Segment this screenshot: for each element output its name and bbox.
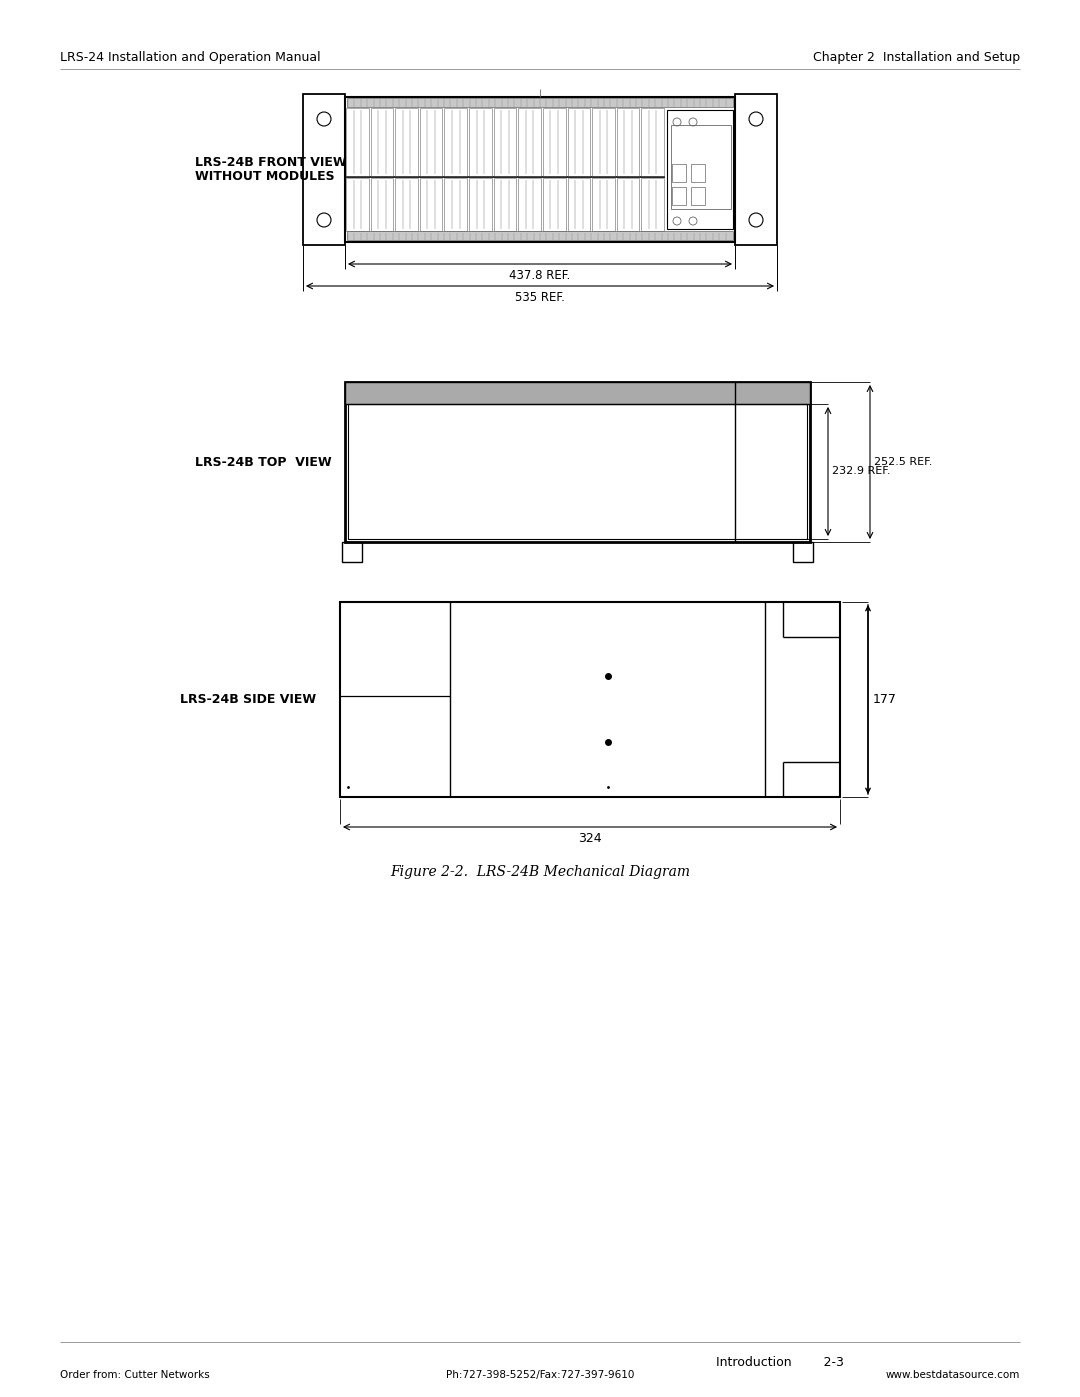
- Bar: [345, 96, 735, 242]
- Text: 437.8 REF.: 437.8 REF.: [510, 270, 570, 282]
- Bar: [346, 108, 368, 176]
- Text: Order from: Cutter Networks: Order from: Cutter Networks: [60, 1370, 210, 1380]
- Bar: [348, 404, 807, 539]
- Text: Ph:727-398-5252/Fax:727-397-9610: Ph:727-398-5252/Fax:727-397-9610: [446, 1370, 634, 1380]
- Bar: [617, 108, 639, 176]
- Bar: [672, 163, 686, 182]
- Text: Introduction        2-3: Introduction 2-3: [716, 1356, 843, 1369]
- Bar: [617, 177, 639, 231]
- Bar: [543, 177, 566, 231]
- Bar: [592, 108, 615, 176]
- Bar: [469, 177, 491, 231]
- Text: 177: 177: [873, 693, 896, 705]
- Bar: [370, 108, 393, 176]
- Text: 535 REF.: 535 REF.: [515, 291, 565, 305]
- Bar: [592, 177, 615, 231]
- Bar: [347, 98, 733, 108]
- Bar: [340, 602, 840, 798]
- Bar: [691, 187, 705, 205]
- Bar: [518, 177, 541, 231]
- Bar: [672, 187, 686, 205]
- Bar: [567, 108, 590, 176]
- Bar: [303, 94, 345, 244]
- Text: 232.9 REF.: 232.9 REF.: [832, 467, 891, 476]
- Bar: [420, 108, 443, 176]
- Bar: [345, 381, 810, 404]
- Bar: [347, 231, 733, 240]
- Bar: [395, 108, 418, 176]
- Bar: [469, 108, 491, 176]
- Bar: [642, 108, 664, 176]
- Bar: [346, 177, 368, 231]
- Text: Figure 2-2.  LRS-24B Mechanical Diagram: Figure 2-2. LRS-24B Mechanical Diagram: [390, 865, 690, 879]
- Text: LRS-24B TOP  VIEW: LRS-24B TOP VIEW: [195, 455, 332, 468]
- Bar: [567, 177, 590, 231]
- Text: LRS-24 Installation and Operation Manual: LRS-24 Installation and Operation Manual: [60, 50, 321, 63]
- Bar: [395, 177, 418, 231]
- Bar: [370, 177, 393, 231]
- Bar: [445, 108, 467, 176]
- Bar: [671, 124, 731, 210]
- Text: LRS-24B FRONT VIEW
WITHOUT MODULES: LRS-24B FRONT VIEW WITHOUT MODULES: [195, 155, 347, 183]
- Bar: [445, 177, 467, 231]
- Text: 252.5 REF.: 252.5 REF.: [874, 457, 932, 467]
- Bar: [642, 177, 664, 231]
- Bar: [691, 163, 705, 182]
- Bar: [518, 108, 541, 176]
- Bar: [494, 108, 516, 176]
- Bar: [667, 110, 733, 229]
- Bar: [345, 381, 810, 542]
- Text: Chapter 2  Installation and Setup: Chapter 2 Installation and Setup: [813, 50, 1020, 63]
- Bar: [494, 177, 516, 231]
- Text: www.bestdatasource.com: www.bestdatasource.com: [886, 1370, 1020, 1380]
- Text: LRS-24B SIDE VIEW: LRS-24B SIDE VIEW: [180, 693, 316, 705]
- Bar: [543, 108, 566, 176]
- Bar: [342, 542, 362, 562]
- Bar: [793, 542, 813, 562]
- Text: 324: 324: [578, 833, 602, 845]
- Bar: [420, 177, 443, 231]
- Bar: [735, 94, 777, 244]
